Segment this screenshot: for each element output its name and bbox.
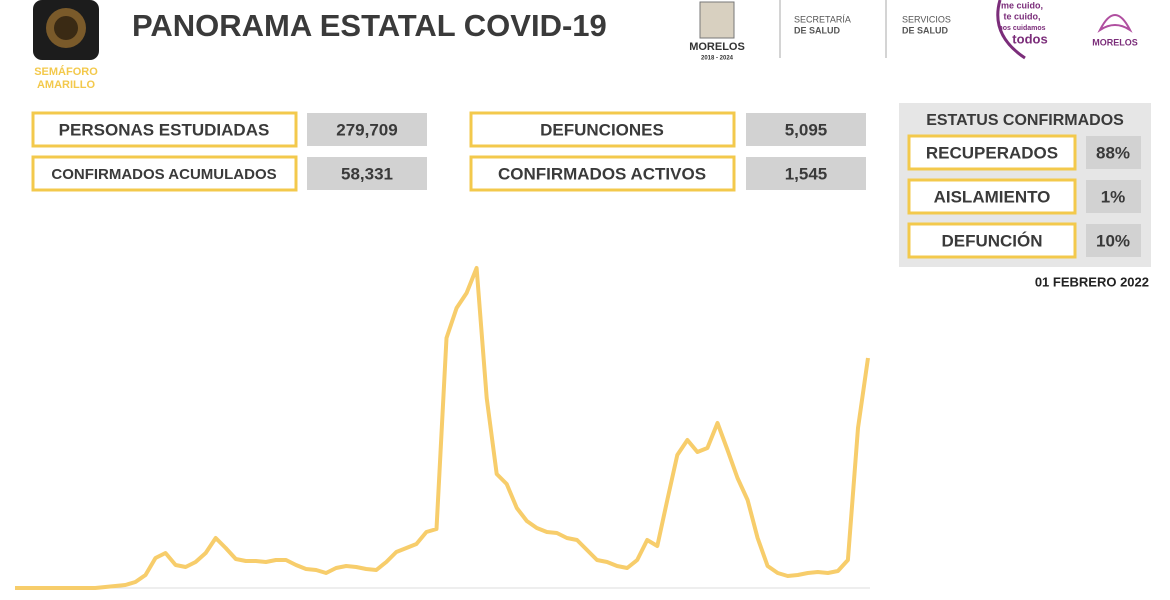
stat-label: CONFIRMADOS ACUMULADOS: [51, 166, 276, 183]
status-value-box: [1086, 224, 1141, 257]
stat-label-box: [469, 111, 736, 148]
line-series: [15, 266, 870, 590]
status-value-box: [1086, 180, 1141, 213]
stat-value: 58,331: [341, 164, 393, 183]
logo-text: SERVICIOS: [902, 14, 951, 24]
stat-value: 1,545: [785, 164, 828, 183]
semaforo-map: [54, 16, 78, 40]
stat-value-box: [746, 113, 866, 146]
shield-logo: [699, 1, 735, 39]
status-label: AISLAMIENTO: [934, 187, 1051, 206]
stat-label: PERSONAS ESTUDIADAS: [59, 120, 270, 139]
stat-label-box: [469, 155, 736, 192]
campaign-arc: [996, 0, 1026, 60]
logo-text: MORELOS: [1092, 37, 1138, 47]
status-label: RECUPERADOS: [926, 143, 1058, 162]
logo-text: SECRETARÍA: [794, 14, 851, 24]
stat-value-box: [307, 113, 427, 146]
stat-label: CONFIRMADOS ACTIVOS: [498, 164, 706, 183]
status-value: 10%: [1096, 231, 1130, 250]
flower-logo: [1097, 14, 1133, 33]
title: PANORAMA ESTATAL COVID-19: [132, 8, 607, 43]
semaforo-label: SEMÁFORO: [34, 65, 98, 78]
stat-label-box: [31, 155, 298, 192]
status-value-box: [1086, 136, 1141, 169]
status-label-box: [907, 178, 1077, 215]
stat-value: 5,095: [785, 120, 828, 139]
stat-label-box: [31, 111, 298, 148]
stat-value-box: [307, 157, 427, 190]
logo-text: MORELOS: [689, 41, 745, 53]
logo-text: DE SALUD: [902, 25, 949, 35]
logo-text: nos cuidamos: [998, 25, 1045, 32]
status-label: DEFUNCIÓN: [941, 231, 1042, 250]
status-value: 88%: [1096, 143, 1130, 162]
status-title: ESTATUS CONFIRMADOS: [926, 112, 1124, 129]
stat-value: 279,709: [336, 120, 397, 139]
status-label-box: [907, 134, 1077, 171]
semaforo-label: AMARILLO: [37, 79, 95, 91]
date: 01 FEBRERO 2022: [1035, 274, 1149, 289]
stat-label: DEFUNCIONES: [540, 120, 664, 139]
logo-text: me cuido,: [1001, 0, 1043, 10]
logo-text: DE SALUD: [794, 25, 841, 35]
stat-value-box: [746, 157, 866, 190]
logo-text: te cuido,: [1003, 11, 1040, 21]
logo-text: 2018 - 2024: [701, 56, 734, 62]
status-label-box: [907, 222, 1077, 259]
logo-text: todos: [1012, 31, 1047, 46]
status-value: 1%: [1101, 187, 1126, 206]
